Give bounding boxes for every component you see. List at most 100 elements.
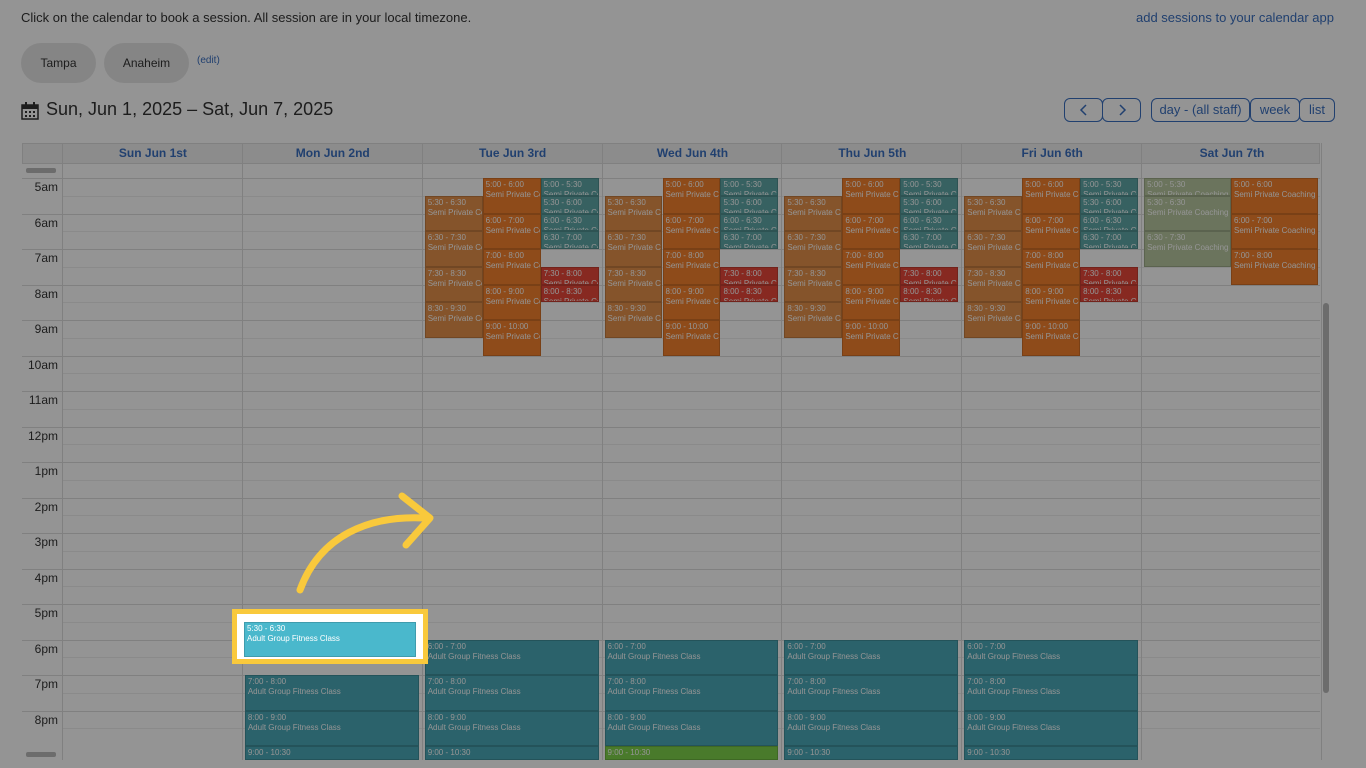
event[interactable]: 8:00 - 9:00 Adult Group Fitness Class bbox=[604, 710, 779, 746]
view-button[interactable]: day - (all staff) bbox=[1151, 98, 1250, 122]
scrollbar[interactable] bbox=[1323, 303, 1329, 693]
location-tab[interactable]: Tampa bbox=[21, 43, 96, 83]
prev-button[interactable] bbox=[1064, 98, 1103, 122]
event[interactable]: 6:00 - 7:00 Adult Group Fitness Class bbox=[784, 639, 959, 675]
event[interactable]: 7:00 - 8:00 Adult Group Fitness Class bbox=[424, 675, 599, 711]
event[interactable]: 8:00 - 9:00 Adult Group Fitness Class bbox=[784, 710, 959, 746]
event[interactable]: 6:00 - 7:00 Adult Group Fitness Class bbox=[604, 639, 779, 675]
event[interactable]: 5:30 - 6:30 Adult Group Fitness Class bbox=[244, 622, 416, 657]
view-button[interactable]: week bbox=[1250, 98, 1300, 122]
event[interactable]: 7:00 - 8:00 Adult Group Fitness Class bbox=[244, 675, 419, 711]
event[interactable]: 9:00 - 10:30Private Strength Session, Pr… bbox=[604, 746, 779, 760]
event-time: 6:00 - 6:30 bbox=[1083, 215, 1122, 225]
edit-link[interactable]: (edit) bbox=[197, 55, 220, 66]
next-button[interactable] bbox=[1102, 98, 1141, 122]
event[interactable]: 8:00 - 9:00 Adult Group Fitness Class bbox=[424, 710, 599, 746]
event[interactable]: 7:00 - 8:00 Adult Group Fitness Class bbox=[964, 675, 1139, 711]
event-time: 9:00 - 10:30 bbox=[607, 748, 651, 757]
calendar-link[interactable]: add sessions to your calendar app bbox=[1135, 10, 1334, 25]
event[interactable]: 7:00 - 8:00 Adult Group Fitness Class bbox=[604, 675, 779, 711]
view-button[interactable]: list bbox=[1299, 98, 1335, 122]
event[interactable]: 8:00 - 9:00 Adult Group Fitness Class bbox=[244, 710, 419, 746]
event[interactable]: 8:00 - 9:00 Adult Group Fitness Class bbox=[964, 710, 1139, 746]
location-tab[interactable]: Anaheim bbox=[104, 43, 189, 83]
event[interactable]: 6:00 - 7:00 Adult Group Fitness Class bbox=[964, 639, 1139, 675]
event-title: Semi Private Coaching Session bbox=[1025, 332, 1079, 341]
event[interactable]: 6:00 - 7:00 Adult Group Fitness Class bbox=[424, 639, 599, 675]
event-title: Semi Private Coaching Session bbox=[723, 190, 777, 196]
event[interactable]: 7:00 - 8:00 Adult Group Fitness Class bbox=[784, 675, 959, 711]
